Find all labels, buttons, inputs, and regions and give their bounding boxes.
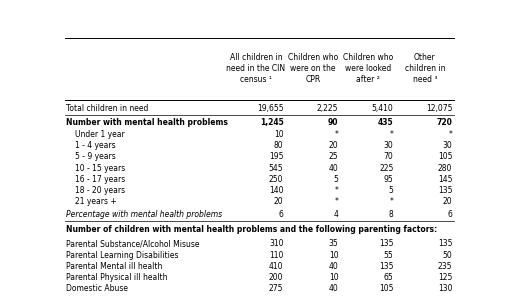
Text: 135: 135 (438, 186, 452, 195)
Text: Under 1 year: Under 1 year (75, 130, 125, 139)
Text: 50: 50 (443, 250, 452, 260)
Text: 95: 95 (384, 175, 393, 184)
Text: 90: 90 (328, 118, 339, 126)
Text: 310: 310 (269, 239, 283, 248)
Text: 6: 6 (448, 209, 452, 219)
Text: 130: 130 (438, 284, 452, 293)
Text: Parental Substance/Alcohol Misuse: Parental Substance/Alcohol Misuse (66, 239, 200, 248)
Text: *: * (335, 130, 339, 139)
Text: 125: 125 (438, 273, 452, 282)
Text: 20: 20 (329, 141, 339, 150)
Text: 18 - 20 years: 18 - 20 years (75, 186, 125, 195)
Text: *: * (389, 197, 393, 206)
Text: *: * (449, 130, 452, 139)
Text: All children in
need in the CIN
census ¹: All children in need in the CIN census ¹ (226, 53, 285, 84)
Text: 10: 10 (274, 130, 283, 139)
Text: Other
children in
need ³: Other children in need ³ (405, 53, 445, 84)
Text: 40: 40 (329, 284, 339, 293)
Text: Number of children with mental health problems and the following parenting facto: Number of children with mental health pr… (66, 225, 437, 234)
Text: 30: 30 (443, 141, 452, 150)
Text: 105: 105 (438, 152, 452, 161)
Text: Children who
were looked
after ²: Children who were looked after ² (343, 53, 393, 84)
Text: 40: 40 (329, 164, 339, 173)
Text: 140: 140 (269, 186, 283, 195)
Text: 275: 275 (269, 284, 283, 293)
Text: 5: 5 (388, 186, 393, 195)
Text: 30: 30 (384, 141, 393, 150)
Text: Parental Physical ill health: Parental Physical ill health (66, 273, 168, 282)
Text: 280: 280 (438, 164, 452, 173)
Text: 1 - 4 years: 1 - 4 years (75, 141, 116, 150)
Text: 20: 20 (443, 197, 452, 206)
Text: Parental Learning Disabilities: Parental Learning Disabilities (66, 250, 178, 260)
Text: 110: 110 (269, 250, 283, 260)
Text: 10: 10 (329, 250, 339, 260)
Text: 105: 105 (379, 284, 393, 293)
Text: 70: 70 (384, 152, 393, 161)
Text: 10 - 15 years: 10 - 15 years (75, 164, 125, 173)
Text: 195: 195 (269, 152, 283, 161)
Text: 200: 200 (269, 273, 283, 282)
Text: 720: 720 (437, 118, 452, 126)
Text: 250: 250 (269, 175, 283, 184)
Text: 135: 135 (379, 239, 393, 248)
Text: 35: 35 (329, 239, 339, 248)
Text: 410: 410 (269, 262, 283, 271)
Text: 145: 145 (438, 175, 452, 184)
Text: 25: 25 (329, 152, 339, 161)
Text: Children who
were on the
CPR: Children who were on the CPR (288, 53, 338, 84)
Text: Number with mental health problems: Number with mental health problems (66, 118, 228, 126)
Text: 135: 135 (379, 262, 393, 271)
Text: 5 - 9 years: 5 - 9 years (75, 152, 116, 161)
Text: 65: 65 (384, 273, 393, 282)
Text: 6: 6 (278, 209, 283, 219)
Text: 135: 135 (438, 239, 452, 248)
Text: 12,075: 12,075 (426, 104, 452, 113)
Text: 235: 235 (438, 262, 452, 271)
Text: 2,225: 2,225 (317, 104, 339, 113)
Text: 19,655: 19,655 (257, 104, 283, 113)
Text: 21 years +: 21 years + (75, 197, 117, 206)
Text: Parental Mental ill health: Parental Mental ill health (66, 262, 163, 271)
Text: 80: 80 (274, 141, 283, 150)
Text: 8: 8 (389, 209, 393, 219)
Text: 10: 10 (329, 273, 339, 282)
Text: 5,410: 5,410 (372, 104, 393, 113)
Text: *: * (389, 130, 393, 139)
Text: 20: 20 (274, 197, 283, 206)
Text: Total children in need: Total children in need (66, 104, 149, 113)
Text: 545: 545 (269, 164, 283, 173)
Text: 16 - 17 years: 16 - 17 years (75, 175, 125, 184)
Text: Percentage with mental health problems: Percentage with mental health problems (66, 209, 222, 219)
Text: 225: 225 (379, 164, 393, 173)
Text: 4: 4 (334, 209, 339, 219)
Text: 1,245: 1,245 (260, 118, 283, 126)
Text: Domestic Abuse: Domestic Abuse (66, 284, 128, 293)
Text: 40: 40 (329, 262, 339, 271)
Text: *: * (335, 197, 339, 206)
Text: 435: 435 (378, 118, 393, 126)
Text: 5: 5 (334, 175, 339, 184)
Text: *: * (335, 186, 339, 195)
Text: 55: 55 (384, 250, 393, 260)
